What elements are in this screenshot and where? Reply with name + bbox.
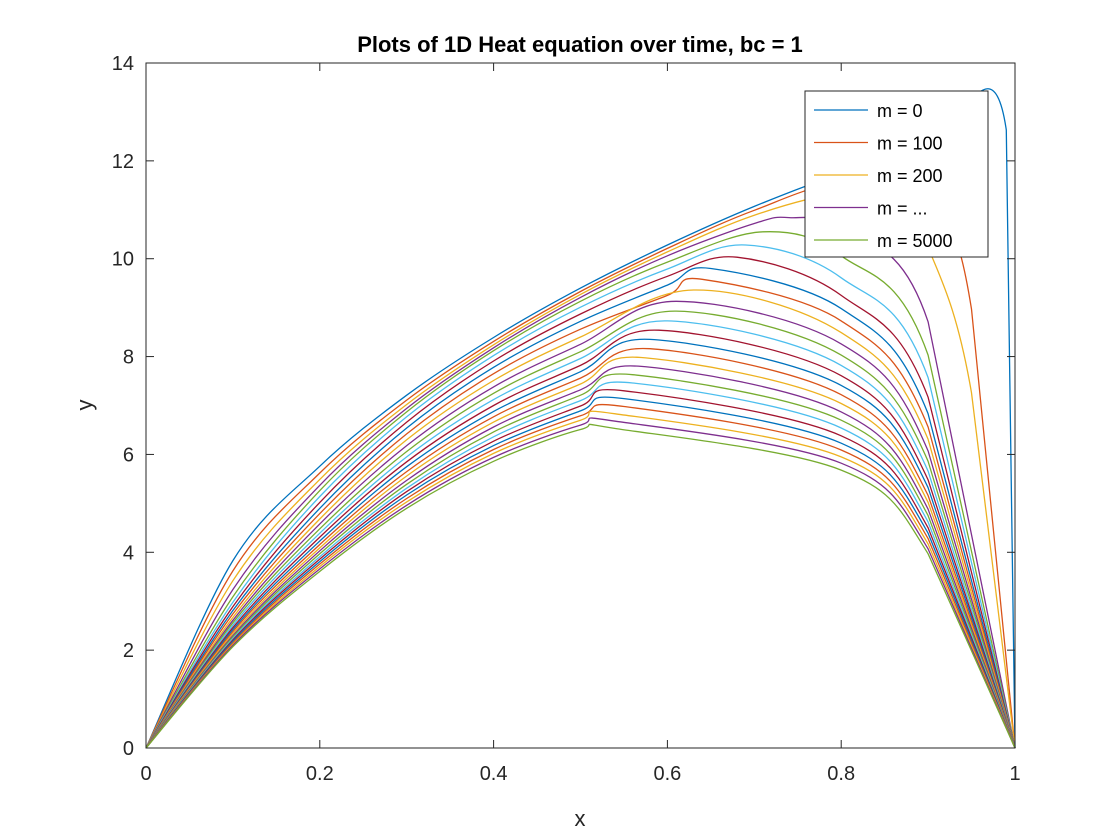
series-line [145,403,1016,749]
series-line [145,373,1016,749]
series-line [145,267,1016,749]
series-line [145,365,1016,749]
chart-title: Plots of 1D Heat equation over time, bc … [357,32,803,57]
y-tick-label: 12 [112,151,134,173]
series-line [145,244,1016,749]
x-tick-label: 0.8 [827,763,855,785]
series-line [145,423,1016,749]
series-line [145,381,1016,749]
series-line [145,347,1016,749]
series-line [145,396,1016,749]
legend-label: m = 0 [877,101,923,121]
x-axis-ticks: 0 0.2 0.4 0.6 0.8 1 [140,63,1021,785]
series-line [145,256,1016,749]
series-line [145,320,1016,749]
x-tick-label: 1 [1009,763,1020,785]
x-tick-label: 0.6 [653,763,681,785]
y-tick-label: 6 [123,444,134,466]
series-line [145,329,1016,749]
series-line [145,289,1016,749]
series-layer [145,88,1016,749]
legend-label: m = ... [877,199,928,219]
series-line [145,310,1016,749]
axes-layer [145,62,1016,749]
series-line [145,417,1016,749]
y-axis-label: y [72,400,97,411]
x-axis-label: x [575,806,586,831]
series-line [145,300,1016,749]
legend-label: m = 5000 [877,231,953,251]
legend-label: m = 100 [877,134,943,154]
y-tick-label: 14 [112,53,134,75]
series-line [145,389,1016,749]
series-line [145,338,1016,749]
x-tick-label: 0.2 [306,763,334,785]
legend-box [804,90,989,258]
y-axis-ticks: 0 2 4 6 8 10 12 14 [112,53,1015,760]
y-tick-label: 4 [123,542,134,564]
series-line [145,356,1016,749]
legend: m = 0 m = 100 m = 200 m = ... m = 5000 [804,90,989,258]
y-tick-label: 2 [123,640,134,662]
axes-box [145,62,1016,749]
y-tick-label: 10 [112,249,134,271]
x-tick-label: 0 [140,763,151,785]
series-line [145,277,1016,749]
y-tick-label: 8 [123,347,134,369]
series-line [145,410,1016,749]
x-tick-label: 0.4 [480,763,508,785]
y-tick-label: 0 [123,738,134,760]
legend-label: m = 200 [877,166,943,186]
